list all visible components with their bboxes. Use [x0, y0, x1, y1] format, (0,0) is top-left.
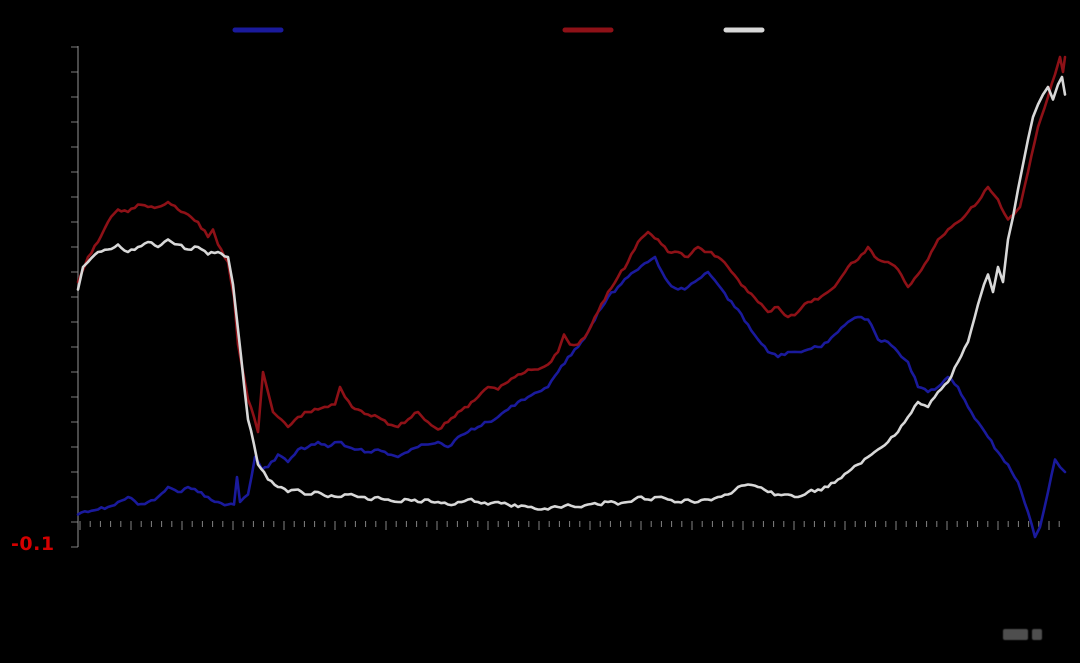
series-red	[76, 55, 1067, 434]
watermark-glyph	[1032, 629, 1042, 640]
series-gray	[76, 75, 1067, 511]
watermark-mark	[1003, 628, 1047, 641]
watermark-glyph	[1003, 629, 1028, 640]
series-blue	[76, 255, 1067, 539]
y-axis-label-neg-0.1: -0.1	[11, 533, 55, 555]
